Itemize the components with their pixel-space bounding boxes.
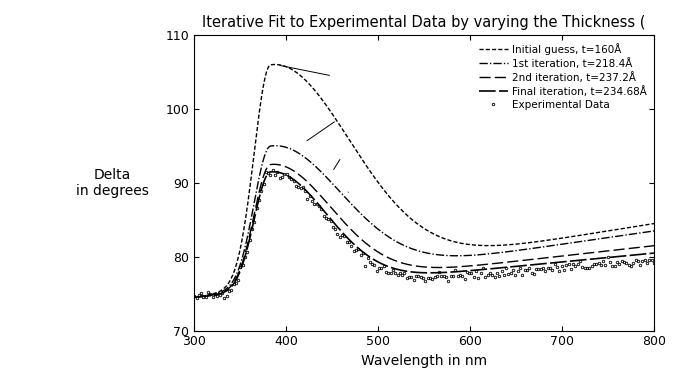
- 2nd iteration, t=237.2Å: [399, 261, 407, 265]
- Experimental Data: [190, 294, 198, 298]
- Experimental Data: [220, 295, 228, 300]
- 1st iteration, t=218.4Å: [190, 295, 198, 300]
- X-axis label: Wavelength in nm: Wavelength in nm: [361, 354, 487, 368]
- Initial guess, t=160Å: [399, 209, 407, 214]
- Legend: Initial guess, t=160Å, 1st iteration, t=218.4Å, 2nd iteration, t=237.2Å, Final i: Initial guess, t=160Å, 1st iteration, t=…: [477, 41, 649, 112]
- Final iteration, t=234.68Å: [190, 295, 198, 300]
- 1st iteration, t=218.4Å: [272, 143, 281, 148]
- 2nd iteration, t=237.2Å: [537, 256, 545, 261]
- Final iteration, t=234.68Å: [272, 170, 281, 174]
- Experimental Data: [631, 257, 639, 262]
- Experimental Data: [650, 261, 658, 266]
- Title: Iterative Fit to Experimental Data by varying the Thickness (: Iterative Fit to Experimental Data by va…: [202, 15, 646, 30]
- Initial guess, t=160Å: [271, 62, 279, 67]
- 1st iteration, t=218.4Å: [498, 250, 506, 255]
- 2nd iteration, t=237.2Å: [190, 295, 198, 300]
- 2nd iteration, t=237.2Å: [272, 162, 281, 167]
- Final iteration, t=234.68Å: [399, 268, 407, 273]
- Line: Final iteration, t=234.68Å: Final iteration, t=234.68Å: [194, 172, 654, 297]
- Initial guess, t=160Å: [309, 86, 317, 91]
- Experimental Data: [211, 291, 219, 296]
- Experimental Data: [281, 172, 289, 177]
- Experimental Data: [317, 206, 326, 211]
- Line: Experimental Data: Experimental Data: [193, 169, 655, 299]
- Line: Initial guess, t=160Å: Initial guess, t=160Å: [194, 64, 654, 297]
- Line: 2nd iteration, t=237.2Å: 2nd iteration, t=237.2Å: [194, 164, 654, 297]
- 1st iteration, t=218.4Å: [272, 143, 280, 148]
- 1st iteration, t=218.4Å: [537, 245, 545, 249]
- 2nd iteration, t=237.2Å: [462, 264, 470, 268]
- 1st iteration, t=218.4Å: [462, 253, 470, 258]
- Experimental Data: [269, 167, 277, 172]
- 1st iteration, t=218.4Å: [399, 243, 407, 247]
- Initial guess, t=160Å: [498, 243, 506, 247]
- Initial guess, t=160Å: [537, 239, 545, 244]
- Y-axis label: Delta
in degrees: Delta in degrees: [76, 168, 149, 198]
- Final iteration, t=234.68Å: [537, 262, 545, 266]
- Initial guess, t=160Å: [190, 295, 198, 300]
- 1st iteration, t=218.4Å: [650, 229, 658, 233]
- Experimental Data: [193, 295, 201, 300]
- Final iteration, t=234.68Å: [269, 169, 277, 174]
- Final iteration, t=234.68Å: [650, 251, 658, 255]
- 1st iteration, t=218.4Å: [309, 162, 317, 167]
- Initial guess, t=160Å: [462, 242, 470, 246]
- Final iteration, t=234.68Å: [309, 196, 317, 201]
- 2nd iteration, t=237.2Å: [650, 244, 658, 248]
- Experimental Data: [615, 262, 623, 266]
- 2nd iteration, t=237.2Å: [498, 260, 506, 265]
- Line: 1st iteration, t=218.4Å: 1st iteration, t=218.4Å: [194, 146, 654, 297]
- 2nd iteration, t=237.2Å: [270, 162, 278, 167]
- Final iteration, t=234.68Å: [498, 265, 506, 270]
- Initial guess, t=160Å: [272, 62, 281, 67]
- Final iteration, t=234.68Å: [462, 268, 470, 273]
- 2nd iteration, t=237.2Å: [309, 185, 317, 190]
- Initial guess, t=160Å: [650, 221, 658, 226]
